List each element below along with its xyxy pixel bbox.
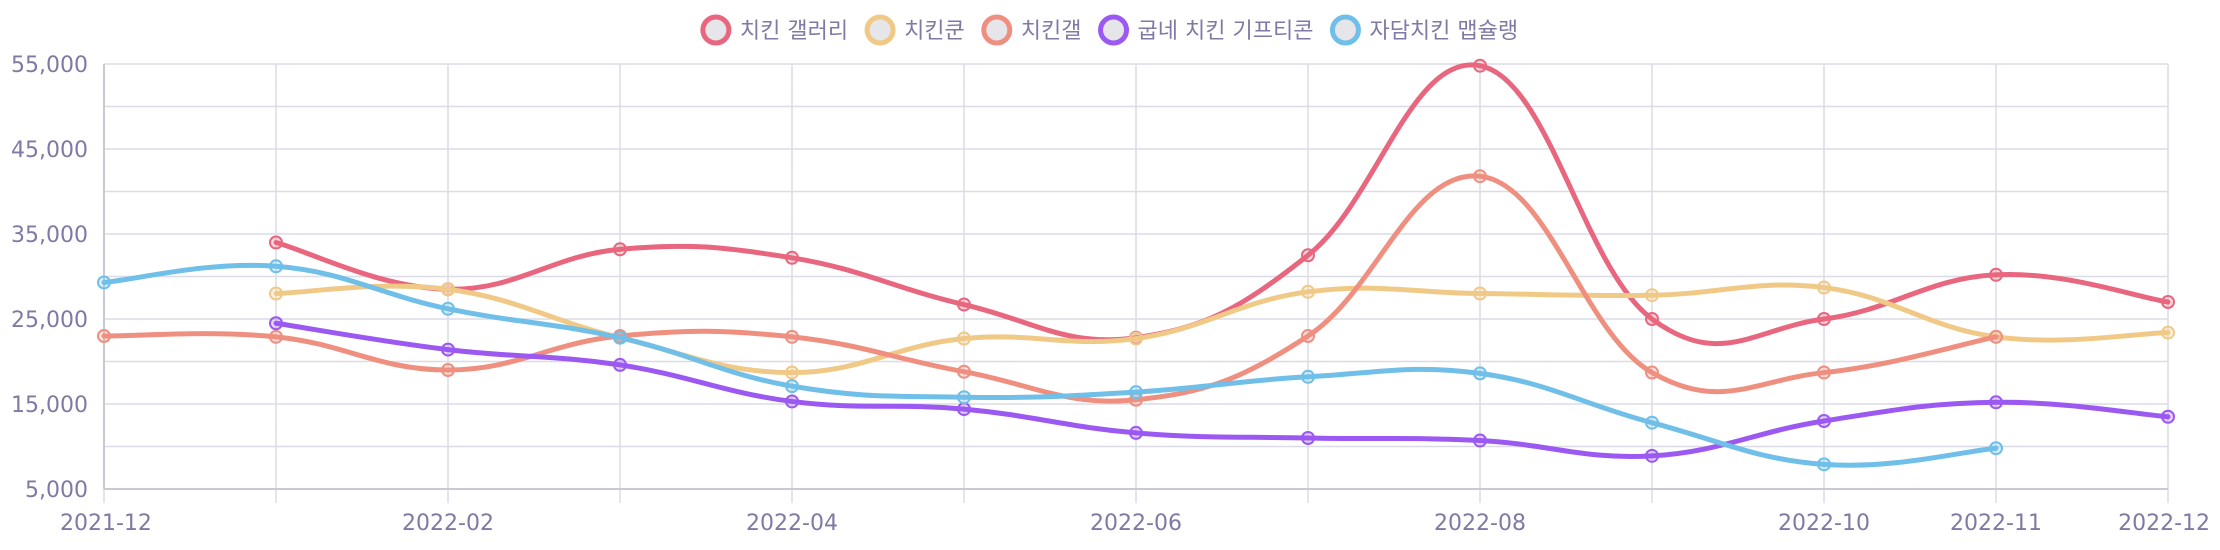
legend-item: 자담치킨 맵슐랭 xyxy=(1329,14,1518,46)
data-point xyxy=(1301,369,1315,384)
legend-label: 치킨 갤러리 xyxy=(740,19,848,44)
data-point xyxy=(1989,329,2003,344)
data-point xyxy=(1817,312,1831,326)
series-line xyxy=(101,262,1999,468)
data-point xyxy=(1129,425,1143,440)
legend-marker xyxy=(1098,14,1130,46)
data-point xyxy=(957,297,971,312)
data-point xyxy=(1301,284,1315,299)
y-tick-label: 45,000 xyxy=(11,138,88,163)
legend-marker xyxy=(700,14,732,46)
y-tick-label: 15,000 xyxy=(11,393,88,418)
data-point xyxy=(613,357,627,372)
series-5 xyxy=(97,259,2003,472)
data-point xyxy=(957,402,971,417)
x-tick-label: 2022-10 xyxy=(1778,511,1870,536)
legend-item: 굽네 치킨 기프티콘 xyxy=(1098,14,1314,46)
data-point xyxy=(1989,267,2003,282)
data-point xyxy=(269,235,283,250)
x-tick-label: 2021-12 xyxy=(60,511,152,536)
data-point xyxy=(1989,441,2003,456)
data-point xyxy=(97,329,111,343)
data-point xyxy=(957,390,971,405)
legend-item: 치킨갤 xyxy=(981,14,1082,46)
data-point xyxy=(1817,457,1831,472)
data-point xyxy=(785,365,799,380)
data-point xyxy=(1989,395,2003,410)
legend: 치킨 갤러리 치킨쿤 치킨갤 굽네 치킨 기프티콘 자담치킨 맵슐랭 xyxy=(700,14,1518,46)
legend-label: 치킨갤 xyxy=(1021,19,1082,44)
data-point xyxy=(1129,385,1143,400)
data-point xyxy=(1301,329,1315,343)
data-point xyxy=(1473,433,1487,448)
data-point xyxy=(441,342,455,357)
series-4 xyxy=(269,316,2175,463)
data-point xyxy=(441,363,455,377)
x-tick-label: 2022-04 xyxy=(746,511,838,536)
data-point xyxy=(1817,414,1831,428)
data-point xyxy=(1473,169,1487,184)
data-point xyxy=(441,282,455,297)
data-point xyxy=(1645,312,1659,326)
y-tick-label: 5,000 xyxy=(25,478,88,503)
data-point xyxy=(785,379,799,394)
data-point xyxy=(1473,286,1487,301)
data-point xyxy=(785,329,799,344)
legend-label: 치킨쿤 xyxy=(904,19,965,44)
legend-marker xyxy=(1329,14,1361,46)
data-point xyxy=(269,329,283,344)
data-point xyxy=(269,259,283,274)
series-line xyxy=(273,320,2171,459)
legend-label: 굽네 치킨 기프티콘 xyxy=(1138,19,1314,44)
data-point xyxy=(1301,248,1315,263)
data-point xyxy=(1301,431,1315,445)
x-tick-label: 2022-12 xyxy=(2118,511,2210,536)
data-point xyxy=(1129,331,1143,346)
data-point xyxy=(1645,415,1659,430)
data-point xyxy=(2161,295,2175,309)
y-tick-label: 25,000 xyxy=(11,308,88,333)
x-tick-label: 2022-08 xyxy=(1434,511,1526,536)
data-point xyxy=(441,301,455,316)
legend-label: 자담치킨 맵슐랭 xyxy=(1369,19,1518,44)
data-point xyxy=(785,250,799,265)
data-point xyxy=(1817,365,1831,380)
legend-item: 치킨 갤러리 xyxy=(700,14,848,46)
data-point xyxy=(613,242,627,257)
series-layer xyxy=(97,58,2175,472)
y-tick-label: 35,000 xyxy=(11,223,88,248)
series-line xyxy=(101,173,1999,404)
data-point xyxy=(1645,448,1659,463)
x-tick-label: 2022-06 xyxy=(1090,511,1182,536)
y-tick-label: 55,000 xyxy=(11,53,88,78)
data-point xyxy=(1473,58,1487,73)
data-point xyxy=(1645,288,1659,303)
legend-marker xyxy=(981,14,1013,46)
data-point xyxy=(957,331,971,346)
series-line xyxy=(273,62,2171,346)
data-point xyxy=(97,275,111,290)
data-point xyxy=(1817,280,1831,295)
data-point xyxy=(785,394,799,409)
data-point xyxy=(613,330,627,345)
data-point xyxy=(1645,365,1659,380)
data-point xyxy=(2161,409,2175,424)
x-tick-label: 2022-11 xyxy=(1950,511,2042,536)
data-point xyxy=(1473,366,1487,381)
data-point xyxy=(957,364,971,379)
legend-item: 치킨쿤 xyxy=(864,14,965,46)
legend-marker xyxy=(864,14,896,46)
data-point xyxy=(269,286,283,301)
data-point xyxy=(2161,325,2175,340)
x-tick-label: 2022-02 xyxy=(402,511,494,536)
data-point xyxy=(269,316,283,331)
